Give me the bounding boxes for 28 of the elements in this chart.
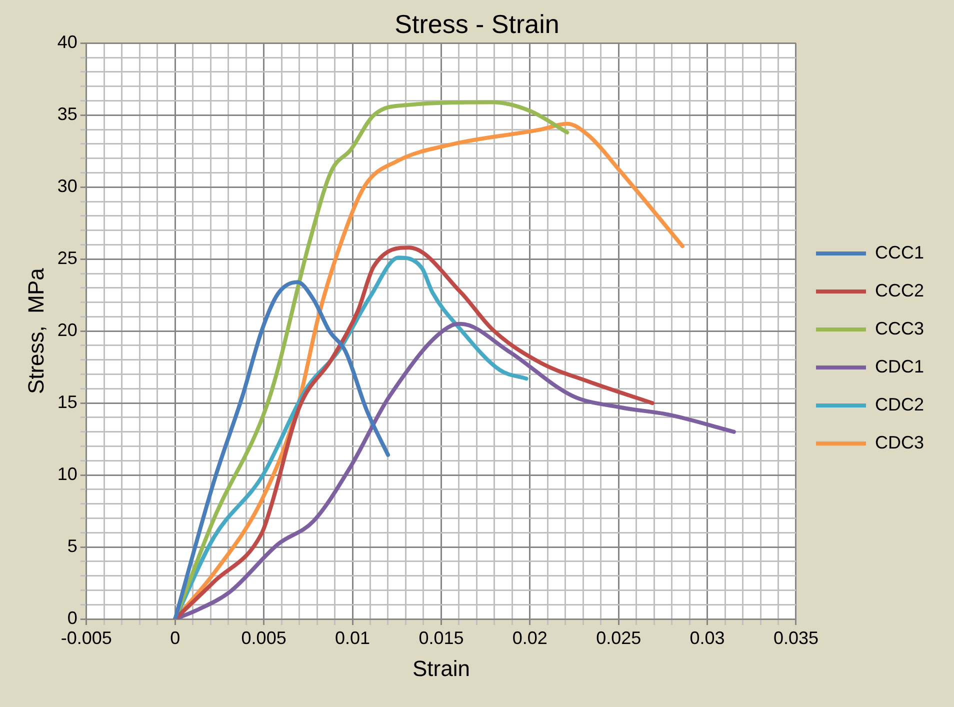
y-tick-label: 30 <box>57 176 78 196</box>
x-tick-label: 0.025 <box>596 628 642 648</box>
y-tick-label: 20 <box>57 320 78 340</box>
x-tick-label: 0.02 <box>512 628 548 648</box>
y-tick-label: 25 <box>57 248 78 268</box>
x-tick-label: -0.005 <box>60 628 112 648</box>
x-tick-label: 0.005 <box>241 628 286 648</box>
legend-label: CCC2 <box>874 280 924 300</box>
y-tick-label: 35 <box>57 104 78 124</box>
legend-label: CDC1 <box>874 356 924 376</box>
x-tick-label: 0.035 <box>773 628 819 648</box>
x-tick-label: 0 <box>170 628 180 648</box>
x-tick-label: 0.015 <box>418 628 464 648</box>
y-tick-label: 15 <box>57 392 78 412</box>
line-series <box>173 280 390 619</box>
legend-label: CCC3 <box>874 318 924 338</box>
y-axis-title: Stress, MPa <box>23 267 48 394</box>
legend-label: CDC2 <box>874 394 924 414</box>
x-axis-title: Strain <box>412 656 470 681</box>
y-tick-label: 10 <box>57 464 78 484</box>
chart-title: Stress - Strain <box>394 8 560 39</box>
legend-label: CCC1 <box>874 242 924 262</box>
y-tick-label: 5 <box>67 536 78 556</box>
legend-label: CDC3 <box>874 432 924 452</box>
y-tick-label: 40 <box>57 32 78 52</box>
x-tick-label: 0.01 <box>334 628 370 648</box>
x-tick-label: 0.03 <box>690 628 725 648</box>
y-tick-label: 0 <box>67 608 78 628</box>
